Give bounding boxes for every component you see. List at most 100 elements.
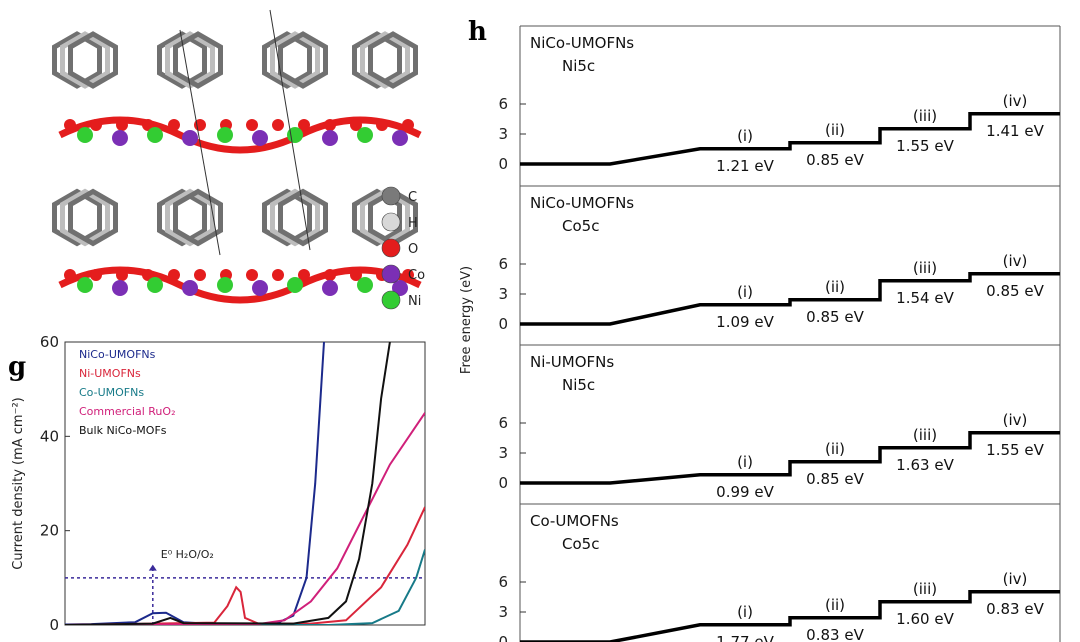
y-tick-label: 0: [49, 616, 59, 634]
legend-entry: Co-UMOFNs: [79, 386, 144, 399]
benzene-ring: [352, 188, 402, 247]
atom-legend-swatch: [381, 238, 401, 258]
nickel-atom: [287, 277, 303, 293]
nickel-atom: [147, 127, 163, 143]
y-tick-label: 0: [498, 315, 508, 333]
y-tick-label: 0: [498, 633, 508, 642]
benzene-ring: [270, 188, 320, 247]
y-tick-label: 3: [498, 125, 508, 143]
step-label: (iii): [913, 580, 937, 598]
benzene-ring: [352, 31, 402, 89]
cell-edge: [179, 29, 221, 256]
nickel-atom: [217, 277, 233, 293]
oxygen-atom: [90, 119, 102, 131]
y-axis-title: Current density (mA cm⁻²): [11, 397, 26, 569]
system-label: NiCo-UMOFNs: [530, 194, 634, 212]
y-tick-label: 6: [498, 255, 508, 273]
standard-potential-label: E⁰ H₂O/O₂: [161, 548, 214, 561]
y-tick-label: 3: [498, 285, 508, 303]
step-energy: 1.21 eV: [716, 157, 774, 175]
atom-legend-label: Co: [408, 268, 425, 283]
benzene-ring: [262, 31, 312, 89]
benzene-ring: [368, 31, 418, 89]
nickel-atom: [77, 277, 93, 293]
oxygen-atom: [246, 269, 258, 281]
y-tick-label: 6: [498, 414, 508, 432]
step-label: (iii): [913, 426, 937, 444]
step-label: (i): [737, 453, 753, 471]
atom-legend: CHO Co Ni: [381, 186, 425, 310]
step-label: (iv): [1003, 570, 1028, 588]
legend-entry: Ni-UMOFNs: [79, 367, 141, 380]
oxygen-atom: [298, 119, 310, 131]
y-tick-label: 60: [40, 333, 59, 351]
y-tick-label: 3: [498, 444, 508, 462]
oxygen-atom: [168, 119, 180, 131]
step-energy: 0.83 eV: [986, 600, 1044, 618]
benzene-ring: [60, 31, 110, 89]
system-label: Ni-UMOFNs: [530, 353, 614, 371]
series-line: [65, 342, 391, 625]
nickel-atom: [147, 277, 163, 293]
step-label: (iv): [1003, 92, 1028, 110]
series-line: [65, 506, 425, 625]
cobalt-atom: [252, 130, 268, 146]
site-label: Ni5c: [562, 57, 595, 75]
oxygen-atom: [142, 119, 154, 131]
legend-entry: Commercial RuO₂: [79, 405, 175, 418]
benzene-ring: [52, 188, 102, 247]
benzene-ring: [52, 31, 102, 89]
plot-frame: [64, 341, 426, 626]
cobalt-atom: [252, 280, 268, 296]
cobalt-atom: [182, 130, 198, 146]
panel-h-letter: h: [468, 17, 487, 47]
step-label: (ii): [825, 121, 845, 139]
nickel-atom: [357, 277, 373, 293]
step-energy: 0.83 eV: [806, 626, 864, 642]
step-energy: 0.99 eV: [716, 483, 774, 501]
nickel-atom: [357, 127, 373, 143]
atom-legend-swatch: [381, 186, 401, 206]
benzene-ring: [262, 188, 312, 247]
series-line: [65, 412, 425, 625]
legend-entry: NiCo-UMOFNs: [79, 348, 156, 361]
step-label: (ii): [825, 440, 845, 458]
step-energy: 1.60 eV: [896, 610, 954, 628]
step-energy: 0.85 eV: [806, 470, 864, 488]
energy-staircase: [520, 590, 1060, 642]
oxygen-atom: [272, 269, 284, 281]
oxygen-atom: [350, 119, 362, 131]
atom-legend-label: O: [408, 242, 418, 257]
oxygen-atom: [324, 269, 336, 281]
atom-legend-swatch: [381, 212, 401, 232]
step-energy: 0.85 eV: [806, 308, 864, 326]
y-tick-label: 6: [498, 573, 508, 591]
site-label: Ni5c: [562, 376, 595, 394]
oxygen-atom: [246, 119, 258, 131]
step-label: (ii): [825, 596, 845, 614]
benzene-ring: [270, 31, 320, 89]
benzene-ring: [278, 188, 328, 247]
panel-g-letter: g: [8, 352, 26, 382]
site-label: Co5c: [562, 217, 599, 235]
polarization-chart: 0 20 40 60 Current density (mA cm⁻²) E⁰ H₂O/O…: [11, 333, 426, 634]
benzene-ring: [278, 31, 328, 89]
benzene-ring: [165, 188, 215, 247]
atom-legend-swatch: [381, 290, 401, 310]
y-tick-label: 0: [498, 474, 508, 492]
y-tick-label: 40: [40, 427, 59, 445]
step-energy: 1.55 eV: [896, 137, 954, 155]
benzene-ring: [173, 31, 223, 89]
oxygen-atom: [116, 269, 128, 281]
nickel-atom: [217, 127, 233, 143]
step-energy: 0.85 eV: [806, 151, 864, 169]
step-energy: 1.55 eV: [986, 441, 1044, 459]
step-label: (ii): [825, 278, 845, 296]
benzene-ring: [173, 188, 223, 247]
y-tick-label: 6: [498, 95, 508, 113]
energy-staircase: [520, 272, 1060, 326]
atom-legend-swatch: [381, 264, 401, 284]
benzene-ring: [68, 31, 118, 89]
oxygen-atom: [298, 269, 310, 281]
step-energy: 1.54 eV: [896, 289, 954, 307]
